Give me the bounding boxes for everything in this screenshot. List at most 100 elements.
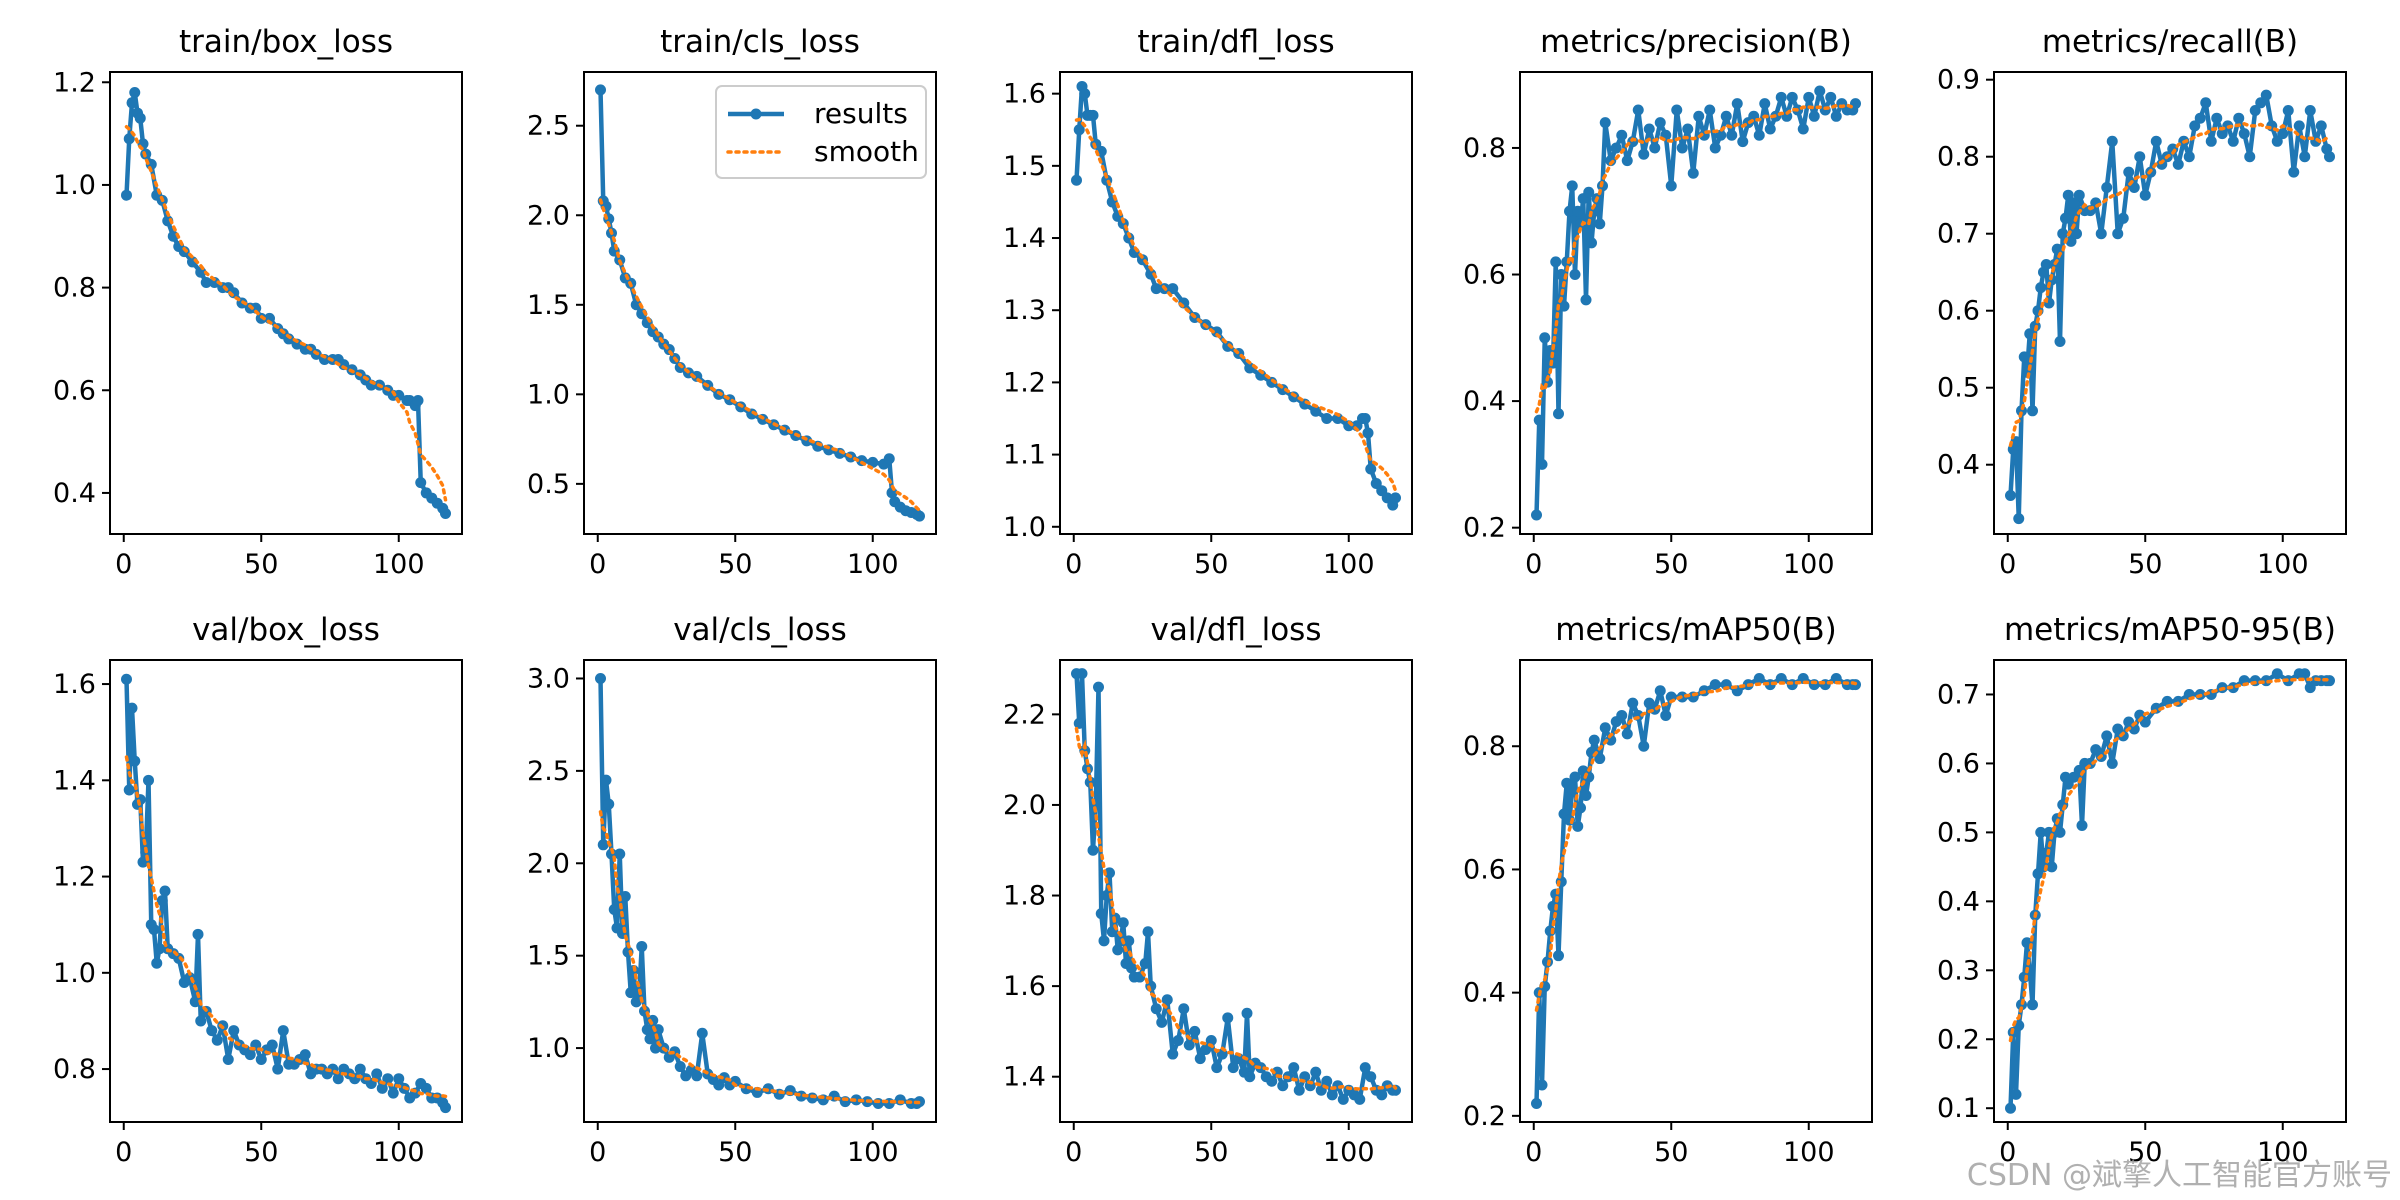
- results-point: [2117, 730, 2129, 742]
- axes-frame: [1059, 659, 1413, 1123]
- results-point: [1117, 917, 1129, 929]
- x-tick-label: 50: [2128, 1137, 2162, 1168]
- legend-results-marker: [750, 108, 762, 120]
- subplot-title: val/dfl_loss: [1151, 612, 1322, 648]
- results-point: [1376, 1089, 1388, 1101]
- results-point: [2194, 112, 2206, 124]
- results-point: [1566, 783, 1578, 795]
- results-point: [1536, 458, 1548, 470]
- results-point: [393, 1073, 405, 1085]
- results-point: [148, 924, 160, 935]
- x-tick-label: 0: [1999, 1137, 2016, 1168]
- results-point: [2277, 128, 2289, 140]
- results-line: [1534, 676, 1856, 1104]
- results-point: [2054, 826, 2066, 838]
- subplot-title: metrics/mAP50(B): [1555, 612, 1836, 648]
- results-point: [2060, 212, 2071, 224]
- results-point: [382, 1073, 394, 1085]
- results-point: [1095, 908, 1107, 920]
- x-tick-label: 0: [115, 1137, 132, 1168]
- y-tick-label: 2.2: [1003, 699, 1046, 730]
- results-point: [1310, 1066, 1322, 1078]
- results-point: [1558, 300, 1570, 312]
- results-point: [2233, 112, 2245, 124]
- y-tick-label: 0.2: [1463, 513, 1506, 544]
- results-point: [371, 1068, 383, 1080]
- y-tick-label: 0.7: [1937, 219, 1980, 250]
- results-point: [2046, 861, 2058, 873]
- results-point: [1553, 408, 1564, 420]
- results-point: [129, 87, 141, 99]
- results-point: [2106, 757, 2118, 769]
- results-point: [332, 1073, 344, 1085]
- watermark: CSDN @斌擎人工智能官方账号: [1966, 1158, 2392, 1193]
- y-tick-label: 1.0: [1003, 512, 1046, 543]
- results-point: [1814, 85, 1826, 97]
- results-point: [1621, 728, 1633, 740]
- results-point: [2150, 135, 2162, 147]
- y-tick-label: 1.0: [527, 379, 570, 410]
- y-tick-label: 0.8: [1937, 142, 1980, 173]
- results-point: [1632, 104, 1644, 116]
- results-point: [2200, 97, 2212, 109]
- results-point: [1682, 123, 1694, 135]
- subplot-2: train/cls_loss 0 50 100 0.5 1.0 1.5 2.0 2.5 resul…: [527, 24, 937, 580]
- results-point: [608, 903, 620, 915]
- y-tick-label: 1.2: [53, 67, 96, 98]
- y-tick-label: 0.5: [527, 469, 570, 500]
- results-point: [1079, 88, 1091, 100]
- axes-frame: [1059, 71, 1413, 535]
- results-point: [2051, 243, 2063, 255]
- results-point: [123, 784, 135, 796]
- x-tick-label: 100: [847, 549, 899, 580]
- results-point: [603, 798, 615, 810]
- subplot-title: metrics/precision(B): [1540, 24, 1852, 60]
- results-point: [1531, 1098, 1542, 1110]
- x-tick-label: 100: [847, 1137, 899, 1168]
- results-point: [1580, 294, 1592, 306]
- subplot-8: val/dfl_loss 0 50 100 1.4 1.6 1.8 2.0 2.2: [1003, 612, 1413, 1168]
- results-point: [1599, 117, 1611, 129]
- results-point: [200, 276, 212, 288]
- smooth-line: [1074, 117, 1398, 493]
- results-point: [1104, 867, 1115, 879]
- results-point: [1594, 753, 1606, 765]
- results-point: [2244, 151, 2256, 163]
- y-tick-label: 0.3: [1937, 955, 1980, 986]
- results-point: [159, 885, 171, 897]
- y-tick-label: 0.6: [1463, 260, 1506, 291]
- results-point: [126, 702, 138, 714]
- results-point: [1737, 136, 1749, 148]
- smooth-line: [1534, 103, 1858, 414]
- results-point: [1709, 679, 1721, 691]
- results-point: [1616, 709, 1628, 721]
- results-point: [2065, 235, 2077, 247]
- results-point: [1145, 268, 1157, 280]
- axes-frame: [1993, 71, 2347, 535]
- results-point: [420, 1082, 432, 1094]
- subplot-title: metrics/mAP50-95(B): [2004, 612, 2336, 648]
- results-point: [1569, 269, 1581, 281]
- subplot-5: metrics/recall(B) 0 50 100 0.4 0.5 0.6 0.7 0.8 0.…: [1937, 24, 2347, 580]
- results-point: [2255, 97, 2267, 109]
- results-point: [2304, 105, 2316, 116]
- results-point: [1073, 717, 1085, 729]
- results-point: [696, 1027, 708, 1039]
- x-tick-label: 0: [589, 549, 606, 580]
- results-point: [914, 510, 925, 522]
- results-line: [124, 90, 448, 515]
- x-tick-label: 0: [1525, 549, 1542, 580]
- results-point: [644, 1033, 656, 1045]
- results-point: [2024, 328, 2036, 340]
- y-tick-label: 1.2: [53, 862, 96, 893]
- y-tick-label: 0.4: [1937, 886, 1980, 917]
- legend-smooth-label: smooth: [814, 135, 919, 168]
- results-point: [1101, 890, 1113, 902]
- subplot-title: train/box_loss: [179, 24, 393, 60]
- results-line: [2008, 671, 2330, 1109]
- results-point: [1139, 957, 1151, 969]
- results-point: [154, 943, 165, 955]
- results-point: [1178, 1003, 1190, 1015]
- y-tick-label: 3.0: [527, 663, 570, 694]
- results-point: [1084, 776, 1096, 788]
